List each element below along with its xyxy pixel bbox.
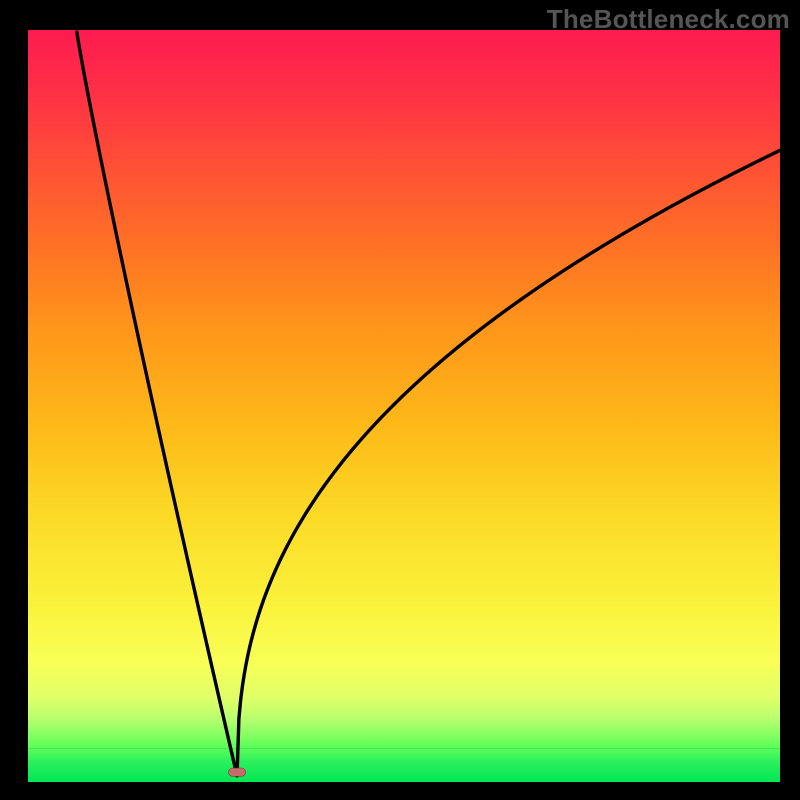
minimum-marker — [228, 768, 245, 776]
plot-gradient-background — [28, 30, 780, 748]
plot-green-band — [28, 748, 780, 782]
chart-container: TheBottleneck.com — [0, 0, 800, 800]
v-curve-chart — [0, 0, 800, 800]
watermark-text: TheBottleneck.com — [547, 4, 790, 35]
